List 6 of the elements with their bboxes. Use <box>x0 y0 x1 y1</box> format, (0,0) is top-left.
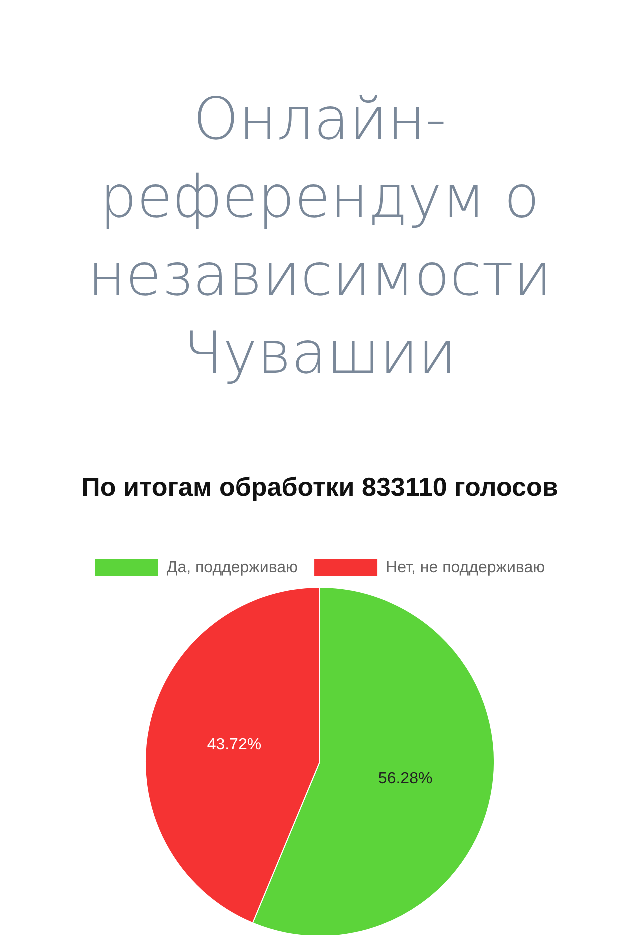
legend-label: Нет, не поддерживаю <box>386 559 546 576</box>
chart-title: Онлайн-референдум о независимости Чувашии <box>87 84 553 389</box>
data-label: 43.72% <box>207 736 262 754</box>
legend-label: Да, поддерживаю <box>166 559 298 576</box>
data-label: 56.28% <box>378 770 433 788</box>
chart-subtitle: По итогам обработки 833110 голосов <box>80 472 560 503</box>
